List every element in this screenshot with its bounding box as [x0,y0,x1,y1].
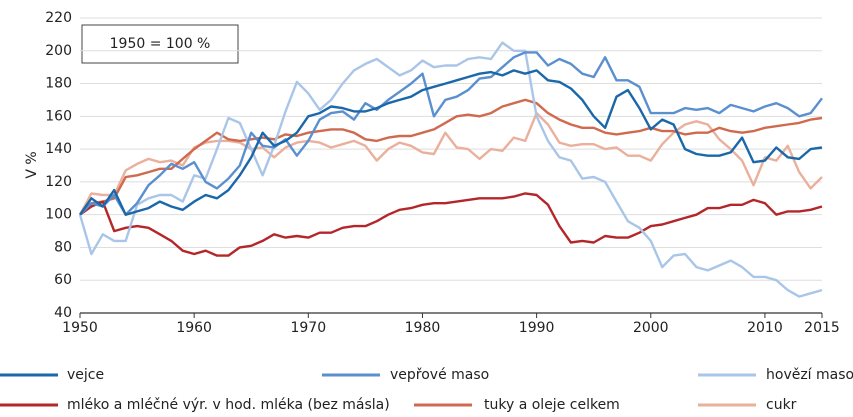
x-tick-label: 1990 [519,320,555,336]
x-tick-label: 2010 [747,320,783,336]
y-axis-label: V % [24,151,40,178]
x-tick-label: 2015 [804,320,840,336]
series-line [79,69,823,216]
y-tick-label: 80 [54,239,72,255]
legend-label: mléko a mléčné výr. v hod. mléka (bez má… [67,397,390,413]
x-tick-label: 2000 [633,320,669,336]
series-line [79,192,823,257]
annotation: 1950 = 100 % [110,36,211,52]
legend-label: vejce [67,367,104,383]
x-tick-label: 1950 [62,320,98,336]
series-line [79,98,823,216]
x-tick-label: 1960 [176,320,212,336]
y-tick-label: 160 [45,108,72,124]
y-tick-label: 40 [54,305,72,321]
legend-label: tuky a oleje celkem [484,397,620,413]
annotation-box [81,24,239,64]
x-tick-label: 1970 [290,320,326,336]
y-tick-label: 180 [45,76,72,92]
y-tick-label: 120 [45,174,72,190]
legend-label: vepřové maso [390,367,489,383]
y-tick-label: 60 [54,272,72,288]
y-tick-label: 220 [45,10,72,26]
x-tick-label: 1980 [405,320,441,336]
legend-label: cukr [766,397,797,413]
y-tick-label: 200 [45,43,72,59]
legend-label: hovězí maso [766,367,853,383]
series-line [78,41,823,298]
series-line [79,51,823,216]
y-tick-label: 140 [45,141,72,157]
y-tick-label: 100 [45,207,72,223]
